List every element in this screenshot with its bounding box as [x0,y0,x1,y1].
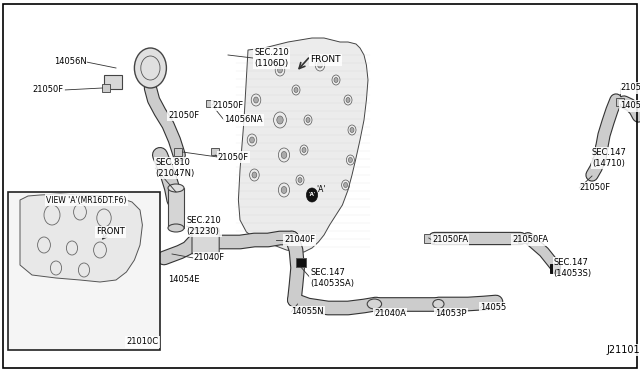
Bar [296,258,306,267]
Bar [211,148,219,155]
Circle shape [253,97,259,103]
Text: 21010C: 21010C [127,337,159,346]
FancyBboxPatch shape [192,228,219,254]
Bar [518,234,528,243]
Text: 14056N: 14056N [54,58,86,67]
Circle shape [348,157,353,163]
Text: SEC.210
(21230): SEC.210 (21230) [186,216,221,236]
Text: 'A': 'A' [316,186,326,195]
Text: J21101EC: J21101EC [607,345,640,355]
Text: 14055: 14055 [480,304,506,312]
Text: 14056NB: 14056NB [620,102,640,110]
Text: SEC.147
(14053SA): SEC.147 (14053SA) [310,268,355,288]
Text: 21050F: 21050F [579,183,611,192]
Text: FRONT: FRONT [310,55,341,64]
Circle shape [250,137,255,143]
Text: 14053P: 14053P [435,310,467,318]
Bar [424,234,434,243]
Text: SEC.147
(14710): SEC.147 (14710) [592,148,627,168]
Circle shape [277,116,283,124]
Bar [174,148,182,156]
Bar [550,264,560,273]
Text: 21050F: 21050F [218,153,249,161]
Circle shape [134,48,166,88]
Text: 14055N: 14055N [291,308,324,317]
Text: VIEW 'A'(MR16DT.F6): VIEW 'A'(MR16DT.F6) [47,196,127,205]
Text: 14056NA: 14056NA [224,115,262,125]
Bar [206,100,214,107]
Text: 14054E: 14054E [168,276,200,285]
Circle shape [344,183,348,187]
Text: 21040F: 21040F [194,253,225,263]
Polygon shape [20,194,143,282]
Text: 21050F: 21050F [33,86,64,94]
Text: SEC.810
(21047N): SEC.810 (21047N) [156,158,195,178]
Ellipse shape [367,299,381,309]
Circle shape [317,62,323,68]
Text: 21050F: 21050F [620,83,640,93]
Circle shape [298,177,302,183]
Bar [102,84,111,92]
Text: 21050FA: 21050FA [512,235,548,244]
Circle shape [278,67,282,73]
Circle shape [306,118,310,122]
Circle shape [281,186,287,193]
Circle shape [346,97,350,103]
Text: 21050F: 21050F [212,100,243,109]
Bar [104,75,122,89]
Circle shape [334,77,338,83]
Ellipse shape [433,299,444,308]
Text: 21040A: 21040A [374,310,406,318]
Ellipse shape [168,184,184,192]
Circle shape [307,188,317,202]
Text: FRONT: FRONT [96,228,125,237]
Circle shape [350,128,354,132]
Bar [8,192,160,350]
Ellipse shape [168,224,184,232]
Circle shape [294,87,298,93]
Text: 'A': 'A' [308,192,316,198]
Polygon shape [239,38,368,252]
Text: 21040F: 21040F [284,235,315,244]
Bar [616,98,624,106]
Bar [168,188,184,228]
Circle shape [252,172,257,178]
Text: SEC.210
(1106D): SEC.210 (1106D) [255,48,289,68]
Text: 21050F: 21050F [168,110,199,119]
Circle shape [302,148,306,153]
Text: SEC.147
(14053S): SEC.147 (14053S) [554,258,592,278]
Text: 21050FA: 21050FA [432,235,468,244]
Circle shape [281,151,287,158]
